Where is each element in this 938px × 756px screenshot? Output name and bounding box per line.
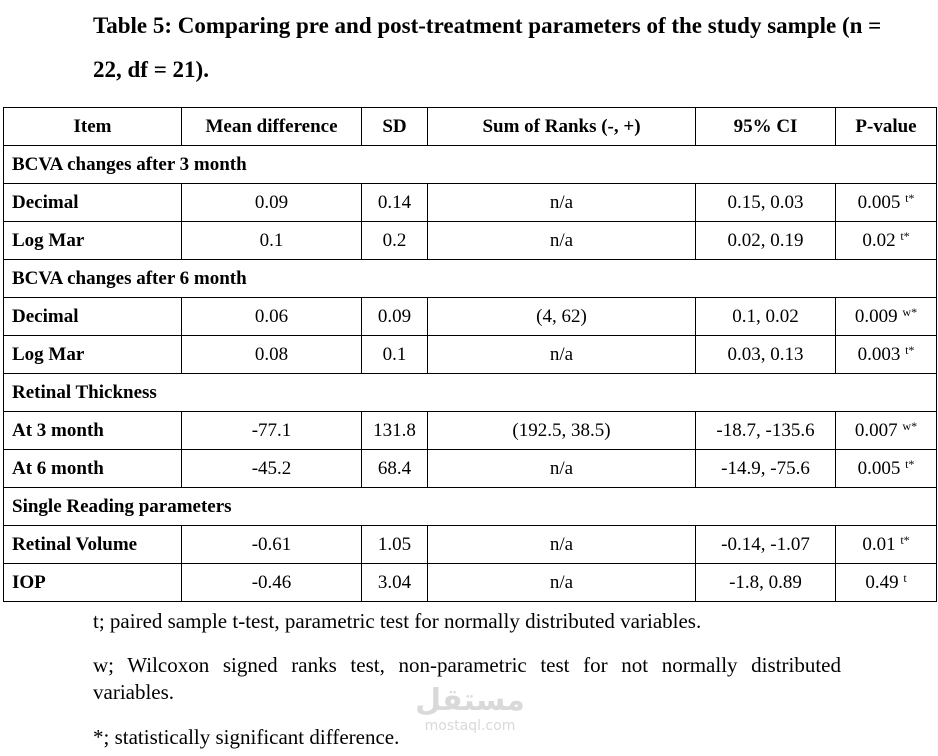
ci-cell: 0.02, 0.19	[695, 221, 836, 260]
p-value-marker: t*	[900, 532, 910, 547]
sd-cell: 0.14	[361, 183, 428, 222]
mean-cell: -45.2	[181, 449, 362, 488]
table-row: At 3 month -77.1 131.8 (192.5, 38.5) -18…	[3, 411, 937, 450]
mean-cell: -77.1	[181, 411, 362, 450]
sd-cell: 68.4	[361, 449, 428, 488]
p-value: 0.007	[854, 419, 898, 441]
section-label: BCVA changes after 3 month	[3, 145, 937, 184]
footnote-significance: *; statistically significant difference.	[93, 725, 400, 749]
p-value-cell: 0.003 t*	[835, 335, 937, 374]
section-row: BCVA changes after 6 month	[3, 259, 937, 298]
mean-cell: -0.61	[181, 525, 362, 564]
section-label: Single Reading parameters	[3, 487, 937, 526]
p-value: 0.49	[865, 571, 899, 593]
ranks-cell: n/a	[427, 449, 696, 488]
ci-cell: 0.03, 0.13	[695, 335, 836, 374]
ranks-cell: (192.5, 38.5)	[427, 411, 696, 450]
ci-cell: 0.15, 0.03	[695, 183, 836, 222]
p-value-cell: 0.49 t	[835, 563, 937, 602]
ranks-cell: (4, 62)	[427, 297, 696, 336]
table-row: At 6 month -45.2 68.4 n/a -14.9, -75.6 0…	[3, 449, 937, 488]
p-value: 0.003	[857, 343, 901, 365]
sd-cell: 131.8	[361, 411, 428, 450]
p-value-marker: w*	[902, 418, 918, 433]
mean-cell: 0.1	[181, 221, 362, 260]
item-cell: Retinal Volume	[3, 525, 182, 564]
sd-cell: 0.09	[361, 297, 428, 336]
p-value-marker: t*	[900, 228, 910, 243]
section-label: BCVA changes after 6 month	[3, 259, 937, 298]
p-value: 0.005	[857, 457, 901, 479]
mean-cell: 0.08	[181, 335, 362, 374]
watermark-logo: مستقل	[415, 683, 525, 718]
footnote-w: w; Wilcoxon signed ranks test, non-param…	[93, 653, 841, 704]
header-mean-difference: Mean difference	[181, 107, 362, 146]
header-item: Item	[3, 107, 182, 146]
p-value-cell: 0.007 w*	[835, 411, 937, 450]
section-row: Retinal Thickness	[3, 373, 937, 412]
mean-cell: -0.46	[181, 563, 362, 602]
ranks-cell: n/a	[427, 563, 696, 602]
header-p-value: P-value	[835, 107, 937, 146]
footnote-t: t; paired sample t-test, parametric test…	[93, 609, 702, 633]
table-title: Table 5: Comparing pre and post-treatmen…	[93, 13, 882, 82]
ranks-cell: n/a	[427, 525, 696, 564]
ci-cell: -14.9, -75.6	[695, 449, 836, 488]
p-value: 0.01	[862, 533, 896, 555]
sd-cell: 1.05	[361, 525, 428, 564]
watermark: مستقل mostaql.com	[405, 683, 535, 735]
item-cell: Decimal	[3, 297, 182, 336]
item-cell: IOP	[3, 563, 182, 602]
table-row: Log Mar 0.08 0.1 n/a 0.03, 0.13 0.003 t*	[3, 335, 937, 374]
item-cell: At 6 month	[3, 449, 182, 488]
p-value-marker: t*	[905, 456, 915, 471]
ci-cell: -18.7, -135.6	[695, 411, 836, 450]
sd-cell: 0.2	[361, 221, 428, 260]
p-value-marker: t	[903, 570, 907, 585]
mean-cell: 0.09	[181, 183, 362, 222]
p-value: 0.009	[854, 305, 898, 327]
p-value-cell: 0.005 t*	[835, 183, 937, 222]
ranks-cell: n/a	[427, 183, 696, 222]
mean-cell: 0.06	[181, 297, 362, 336]
ci-cell: -1.8, 0.89	[695, 563, 836, 602]
watermark-url: mostaql.com	[424, 718, 516, 734]
header-sum-of-ranks: Sum of Ranks (-, +)	[427, 107, 696, 146]
item-cell: At 3 month	[3, 411, 182, 450]
ci-cell: 0.1, 0.02	[695, 297, 836, 336]
p-value-cell: 0.009 w*	[835, 297, 937, 336]
sd-cell: 3.04	[361, 563, 428, 602]
header-ci: 95% CI	[695, 107, 836, 146]
p-value: 0.02	[862, 229, 896, 251]
table-row: Decimal 0.06 0.09 (4, 62) 0.1, 0.02 0.00…	[3, 297, 937, 336]
p-value-marker: w*	[902, 304, 918, 319]
header-row: Item Mean difference SD Sum of Ranks (-,…	[3, 107, 937, 146]
p-value: 0.005	[857, 191, 901, 213]
ranks-cell: n/a	[427, 335, 696, 374]
item-cell: Decimal	[3, 183, 182, 222]
section-row: Single Reading parameters	[3, 487, 937, 526]
section-row: BCVA changes after 3 month	[3, 145, 937, 184]
item-cell: Log Mar	[3, 221, 182, 260]
p-value-cell: 0.005 t*	[835, 449, 937, 488]
table-row: Log Mar 0.1 0.2 n/a 0.02, 0.19 0.02 t*	[3, 221, 937, 260]
table-row: Decimal 0.09 0.14 n/a 0.15, 0.03 0.005 t…	[3, 183, 937, 222]
p-value-marker: t*	[905, 190, 915, 205]
ranks-cell: n/a	[427, 221, 696, 260]
table-row: IOP -0.46 3.04 n/a -1.8, 0.89 0.49 t	[3, 563, 937, 602]
item-cell: Log Mar	[3, 335, 182, 374]
sd-cell: 0.1	[361, 335, 428, 374]
p-value-cell: 0.01 t*	[835, 525, 937, 564]
p-value-cell: 0.02 t*	[835, 221, 937, 260]
section-label: Retinal Thickness	[3, 373, 937, 412]
ci-cell: -0.14, -1.07	[695, 525, 836, 564]
header-sd: SD	[361, 107, 428, 146]
results-table: Item Mean difference SD Sum of Ranks (-,…	[3, 107, 937, 602]
table-row: Retinal Volume -0.61 1.05 n/a -0.14, -1.…	[3, 525, 937, 564]
p-value-marker: t*	[905, 342, 915, 357]
